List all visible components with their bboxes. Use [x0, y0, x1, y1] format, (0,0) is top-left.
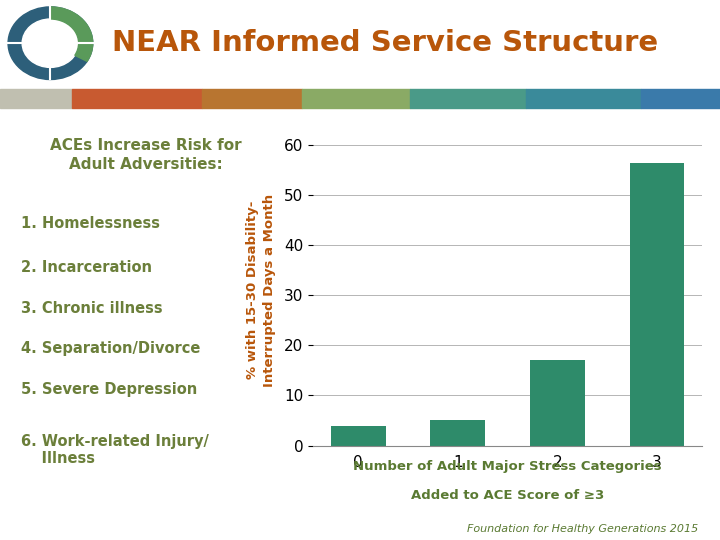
Circle shape: [22, 19, 78, 68]
Bar: [410, 89, 526, 108]
Text: 2. Incarceration: 2. Incarceration: [21, 260, 152, 275]
Text: 1. Homelessness: 1. Homelessness: [21, 215, 160, 231]
Bar: [629, 163, 684, 446]
Bar: [431, 421, 485, 446]
Text: 5. Severe Depression: 5. Severe Depression: [21, 382, 197, 397]
Bar: [202, 89, 302, 108]
Bar: [302, 89, 410, 108]
Bar: [530, 360, 585, 445]
Bar: [72, 89, 202, 108]
Text: 4. Separation/Divorce: 4. Separation/Divorce: [21, 341, 200, 356]
Text: ACEs Increase Risk for
Adult Adversities:: ACEs Increase Risk for Adult Adversities…: [50, 138, 242, 172]
Bar: [331, 427, 386, 446]
Text: 3. Chronic illness: 3. Chronic illness: [21, 301, 163, 316]
Text: Added to ACE Score of ≥3: Added to ACE Score of ≥3: [411, 489, 604, 503]
Text: NEAR Informed Service Structure: NEAR Informed Service Structure: [112, 29, 659, 57]
Bar: [0, 89, 72, 108]
Wedge shape: [50, 7, 93, 62]
Bar: [526, 89, 641, 108]
Y-axis label: % with 15-30 Disability-
Interrupted Days a Month: % with 15-30 Disability- Interrupted Day…: [246, 194, 276, 387]
Text: Number of Adult Major Stress Categories: Number of Adult Major Stress Categories: [354, 460, 662, 473]
Text: 6. Work-related Injury/
    Illness: 6. Work-related Injury/ Illness: [21, 434, 209, 467]
Circle shape: [8, 7, 93, 79]
Text: Foundation for Healthy Generations 2015: Foundation for Healthy Generations 2015: [467, 524, 698, 535]
Bar: [641, 89, 720, 108]
